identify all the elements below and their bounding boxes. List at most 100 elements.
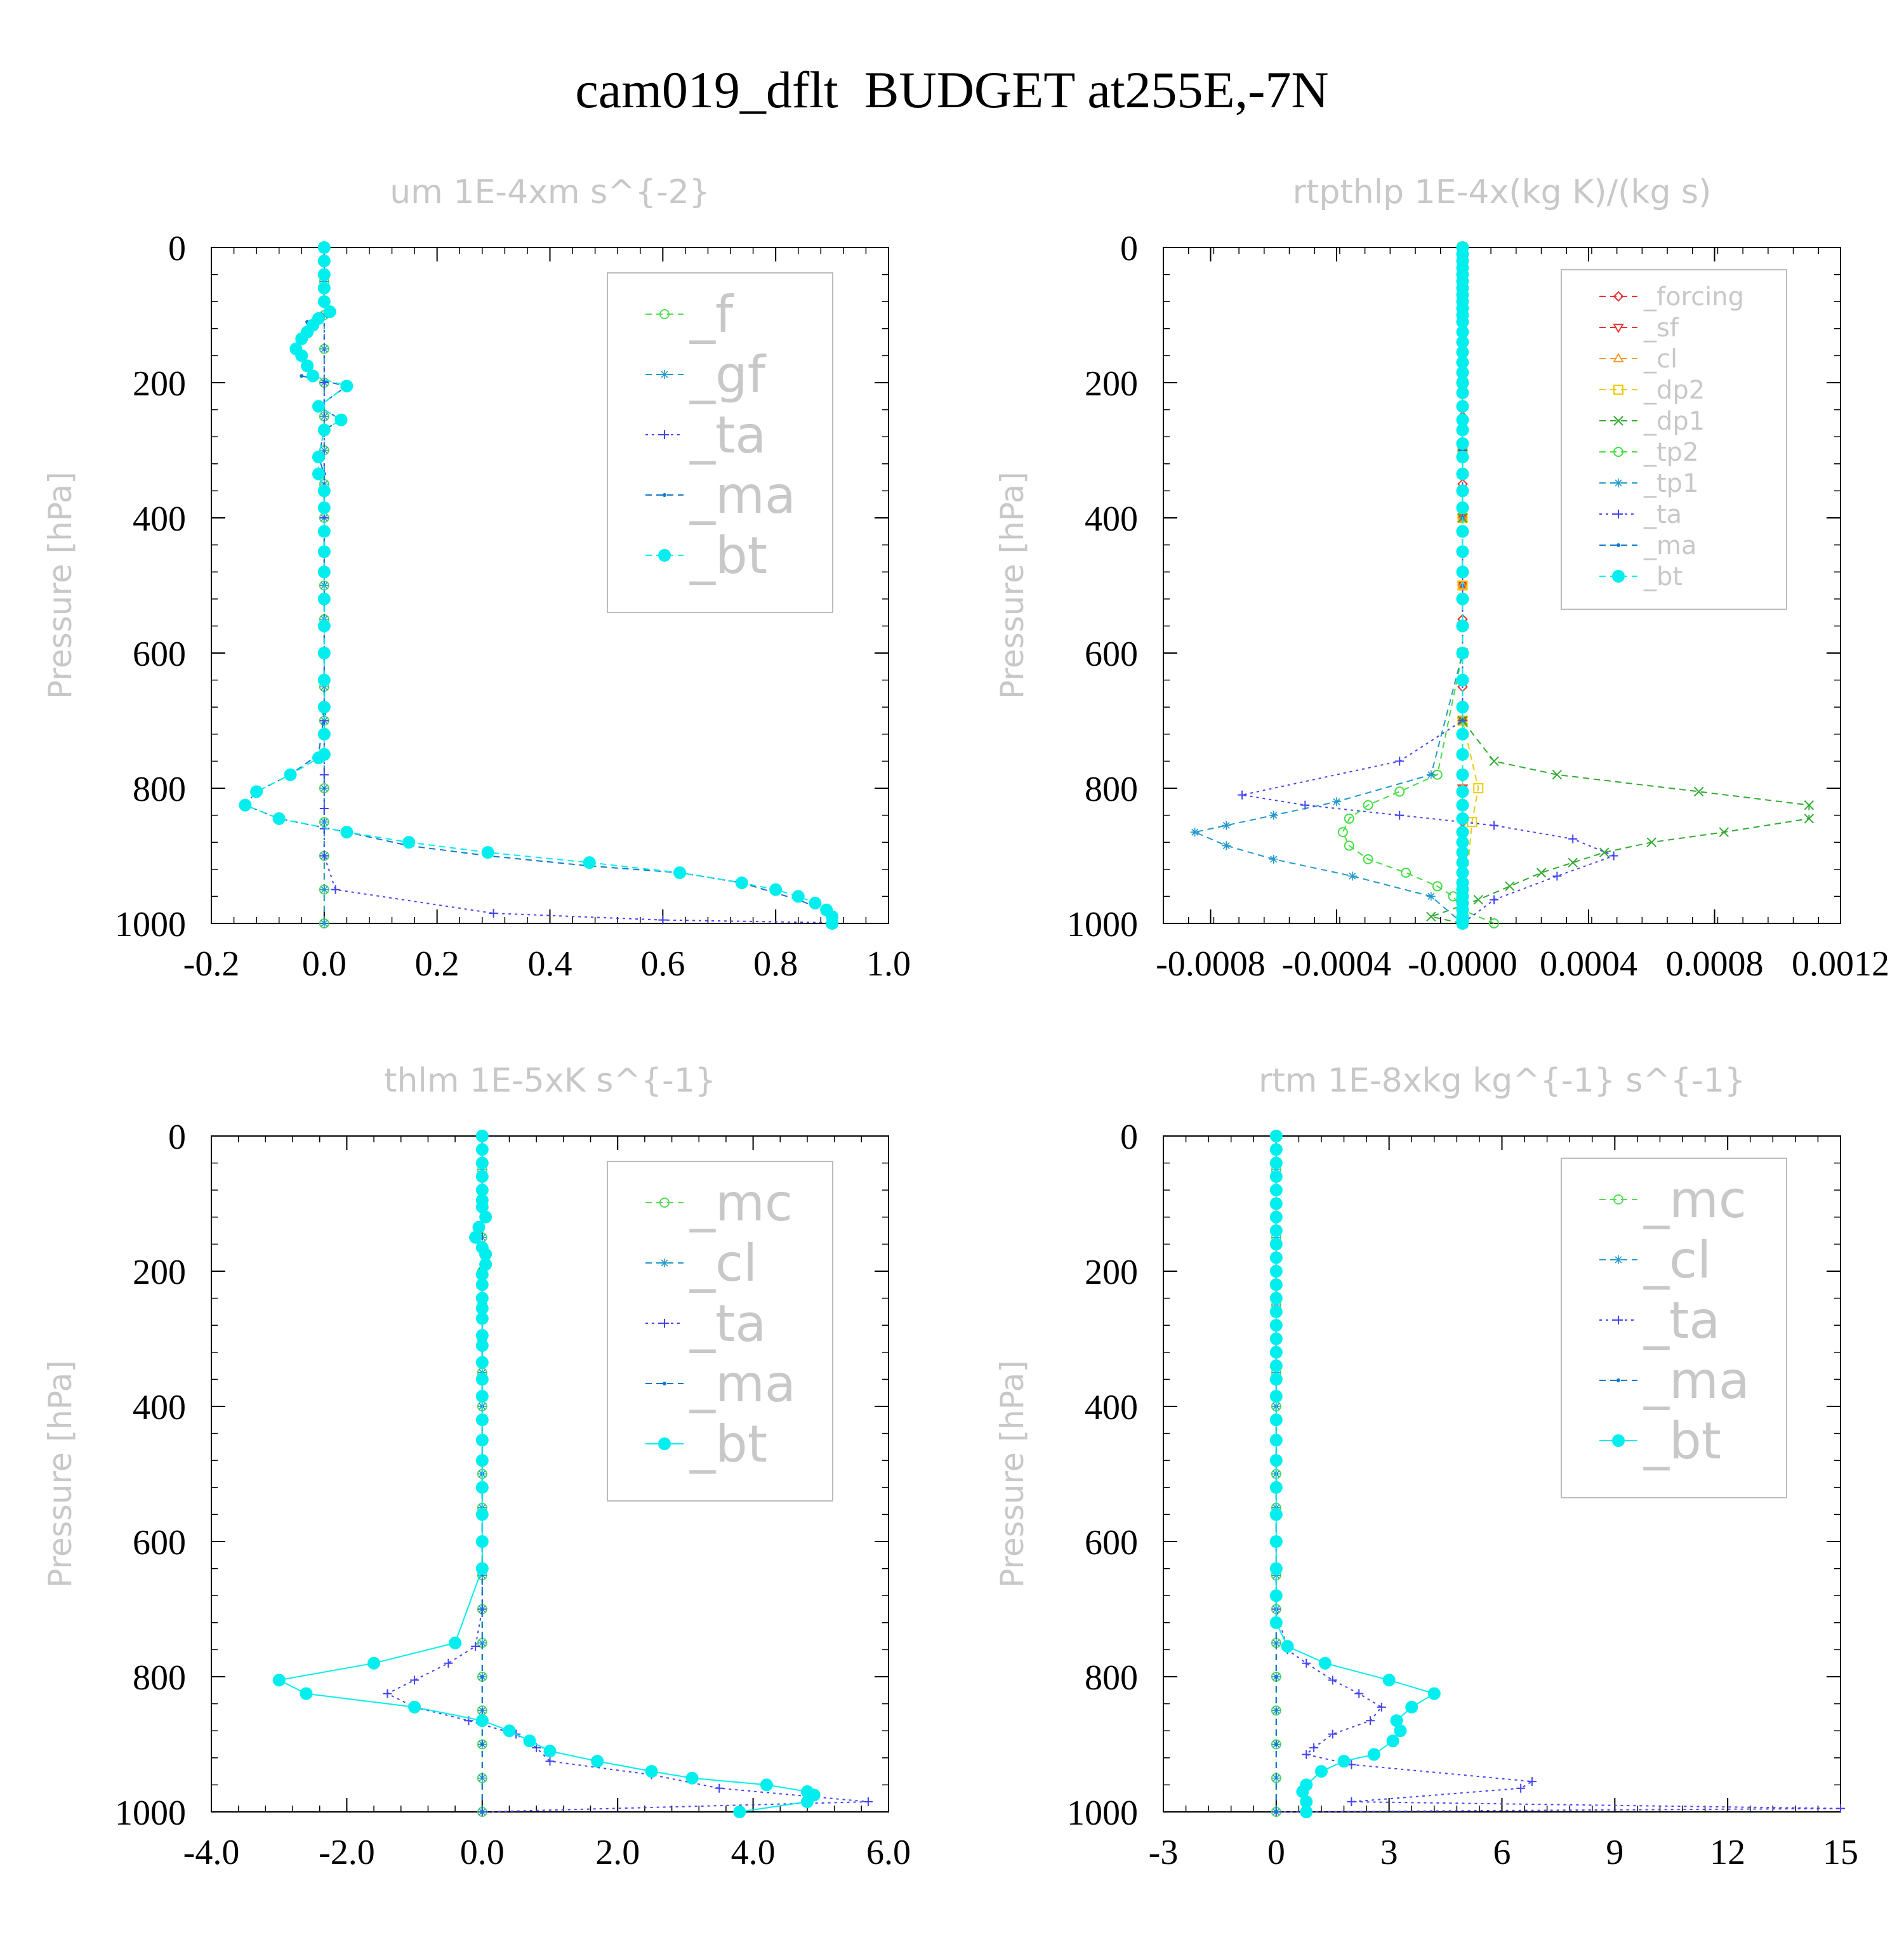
x-tick-label: 0.4 [528,944,572,984]
series-bt-point [735,876,748,890]
legend-marker [1612,570,1625,583]
series-bt-point [284,768,297,781]
series-ta-line [1275,1136,1841,1813]
series-bt-point [1456,836,1469,849]
x-tick-label: -3 [1149,1833,1179,1872]
series-bt-point [317,701,331,714]
legend-marker [658,549,671,562]
series-tp2-line [1342,248,1495,924]
legend: _f_gf_ta_ma_bt [607,272,833,613]
series-bt-point [1456,701,1469,714]
series-bt [1269,1130,1441,1818]
series-gf-point [319,344,329,353]
y-tick-label: 600 [133,1523,186,1562]
legend-label: _tp2 [1643,438,1699,467]
series-bt-point [295,332,308,345]
series-bt-point [475,1156,489,1170]
series-bt-point [1405,1700,1418,1714]
series-bt-point [475,1714,489,1727]
series-ta-point [1302,1750,1311,1759]
series-bt-point [1269,1197,1283,1210]
series-bt-point [1456,451,1469,464]
series-bt-point [1269,1170,1283,1183]
legend-label: _ta [689,406,766,465]
series-bt-point [1456,748,1469,761]
series-bt-point [479,1248,493,1261]
series-dp2-point [1457,580,1468,591]
series-bt-point [1269,1224,1283,1238]
series-gf-point [319,817,329,827]
series-bt-point [475,1143,489,1156]
series-bt-point [300,1687,313,1700]
series-dp1-point [1505,881,1515,892]
series-bt-point [1456,917,1469,930]
series-tp1-point [1426,770,1436,779]
series-bt-point [1456,856,1469,869]
series-ta-point [1238,790,1247,800]
series-dp1-point [1804,800,1815,810]
series-tp2-point [1344,813,1354,824]
series-bt-point [1456,565,1469,579]
series-bt-point [475,1200,489,1213]
legend-label: _dp2 [1643,376,1705,405]
x-tick-label: -0.0008 [1156,944,1266,984]
legend-marker [663,1382,666,1385]
legend-label: _ta [1643,1291,1720,1350]
series-bt-point [295,349,308,362]
series-dp1 [1426,242,1815,928]
series-bt-point [591,1755,604,1768]
legend: _mc_cl_ta_ma_bt [607,1161,833,1502]
series-tp1-point [1190,828,1200,837]
series-bt-point [1269,1413,1283,1427]
legend-label: _ta [1643,500,1682,529]
series-ta-point [1302,1658,1311,1668]
series-bt-point [317,501,331,515]
series-bt-point [475,1413,489,1427]
legend-marker [1613,353,1624,362]
legend-label: _bt [1643,1411,1721,1470]
series-tp1-point [1269,810,1278,820]
series-bt-point [1269,1305,1283,1318]
series-bt-point [1269,1616,1283,1629]
series-bt-point [1456,866,1469,880]
series-bt-point [1456,798,1469,812]
x-tick-label: 0 [1267,1833,1285,1872]
series-bt-point [1269,1535,1283,1548]
y-tick-label: 600 [1085,1523,1138,1562]
series-ta-point [1328,1675,1337,1685]
legend-marker [659,1198,670,1208]
series-bt-point [760,1778,773,1792]
series-bt-point [475,1170,489,1183]
series-bt-point [317,241,331,254]
series-bt-point [301,359,314,373]
y-tick-label: 400 [133,499,186,539]
x-tick-label: -4.0 [183,1833,240,1872]
legend-label: _ma [689,466,796,525]
series-bt-point [583,856,596,869]
series-bt-point [1394,1724,1407,1738]
series-ta-point [1516,1783,1526,1793]
series-bt-point [472,1220,486,1234]
series-bt-point [340,380,354,393]
y-axis-label: Pressure [hPa] [994,1360,1031,1588]
y-tick-label: 1000 [115,1793,186,1833]
series-bt-point [317,295,331,308]
series-tp2 [1337,242,1500,928]
y-tick-label: 200 [1085,364,1138,404]
legend-marker [659,309,670,319]
panel-title: um 1E-4xm s^{-2} [390,173,710,211]
series-ta [1271,1132,1845,1816]
x-tick-label: 0.0 [302,944,347,984]
legend-box [1561,1158,1787,1498]
series-tp2-point [1401,868,1411,878]
series-bt-point [1456,592,1469,605]
y-tick-label: 0 [168,1118,186,1157]
legend: _forcing_sf_cl_dp2_dp1_tp2_tp1_ta_ma_bt [1561,269,1787,610]
x-tick-label: 0.2 [415,944,459,984]
x-tick-label: -0.2 [183,944,240,984]
series-bt-point [1269,1143,1283,1156]
legend-marker [660,430,669,439]
legend-label: _cl [1643,345,1677,374]
series-bt-point [1314,1765,1328,1778]
series-bt-point [1318,1656,1332,1670]
